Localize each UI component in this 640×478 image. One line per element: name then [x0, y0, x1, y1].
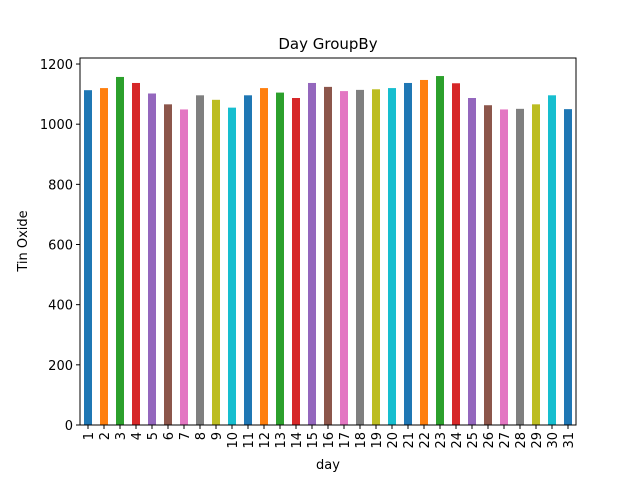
bar-day-6: [164, 104, 172, 425]
bar-day-1: [84, 90, 92, 425]
x-tick-label: 25: [466, 432, 481, 449]
bar-day-26: [484, 105, 492, 425]
bar-day-2: [100, 88, 108, 425]
bar-day-4: [132, 82, 140, 426]
y-tick-label: 600: [48, 239, 73, 254]
x-tick-label: 3: [114, 432, 129, 440]
x-tick-label: 22: [418, 432, 433, 449]
x-tick-label: 24: [450, 432, 465, 449]
x-tick-label: 30: [546, 432, 561, 449]
x-tick-label: 16: [322, 432, 337, 449]
bar-day-31: [564, 109, 572, 425]
y-tick-label: 800: [48, 178, 73, 193]
x-tick-label: 29: [530, 432, 545, 449]
bar-day-13: [276, 92, 284, 425]
y-tick-label: 1200: [40, 58, 73, 73]
bar-day-29: [532, 104, 540, 425]
x-tick-label: 6: [162, 432, 177, 440]
x-tick-label: 19: [370, 432, 385, 449]
x-tick-label: 28: [514, 432, 529, 449]
bar-day-21: [404, 82, 412, 426]
bar-day-10: [228, 107, 236, 425]
x-tick-label: 12: [258, 432, 273, 449]
bar-day-18: [356, 89, 364, 425]
bar-day-5: [148, 93, 156, 426]
y-axis-ticks: 0 200 400 600 800 1000 1200: [40, 58, 80, 434]
y-axis-label: Tin Oxide: [16, 210, 31, 272]
x-tick-label: 2: [98, 432, 113, 440]
x-tick-label: 31: [562, 432, 577, 449]
x-tick-label: 13: [274, 432, 289, 449]
x-axis-label: day: [316, 458, 340, 473]
x-tick-label: 5: [146, 432, 161, 440]
bar-day-16: [324, 86, 332, 425]
bar-day-24: [452, 83, 460, 425]
x-tick-label: 8: [194, 432, 209, 440]
bar-day-12: [260, 88, 268, 425]
bar-day-14: [292, 98, 300, 425]
bar-day-19: [372, 89, 380, 425]
x-tick-label: 20: [386, 432, 401, 449]
x-tick-label: 23: [434, 432, 449, 449]
x-tick-label: 15: [306, 432, 321, 449]
x-tick-label: 11: [242, 432, 257, 449]
bars: [84, 76, 572, 426]
bar-day-25: [468, 98, 476, 425]
plot-frame: [79, 57, 577, 426]
x-tick-label: 7: [178, 432, 193, 440]
x-tick-label: 10: [226, 432, 241, 449]
x-tick-label: 18: [354, 432, 369, 449]
x-axis-ticks: 1 2 3 4 5 6 7 8 9 10 11 12 13 14 15 16 17 18 19 20 21 22 23 24 2…: [82, 425, 577, 449]
chart-title: Day GroupBy: [278, 35, 377, 53]
x-tick-label: 21: [402, 432, 417, 449]
bar-day-22: [420, 79, 428, 425]
x-tick-label: 26: [482, 432, 497, 449]
y-tick-label: 400: [48, 299, 73, 314]
bar-day-27: [500, 109, 508, 426]
bar-day-8: [196, 95, 204, 425]
bar-day-28: [516, 108, 524, 425]
x-tick-label: 17: [338, 432, 353, 449]
bar-day-30: [548, 95, 556, 425]
bar-day-7: [180, 109, 188, 426]
bar-day-3: [116, 76, 124, 426]
y-tick-label: 1000: [40, 118, 73, 133]
bar-day-15: [308, 82, 316, 426]
y-tick-label: 0: [65, 419, 73, 434]
bar-day-23: [436, 76, 444, 425]
x-tick-label: 27: [498, 432, 513, 449]
x-tick-label: 1: [82, 432, 97, 440]
x-tick-label: 4: [130, 432, 145, 440]
bar-day-11: [244, 95, 252, 425]
bar-day-17: [340, 91, 348, 426]
bar-day-9: [212, 99, 220, 425]
x-tick-label: 9: [210, 432, 225, 440]
bar-day-20: [388, 88, 396, 425]
y-tick-label: 200: [48, 359, 73, 374]
x-tick-label: 14: [290, 432, 305, 449]
